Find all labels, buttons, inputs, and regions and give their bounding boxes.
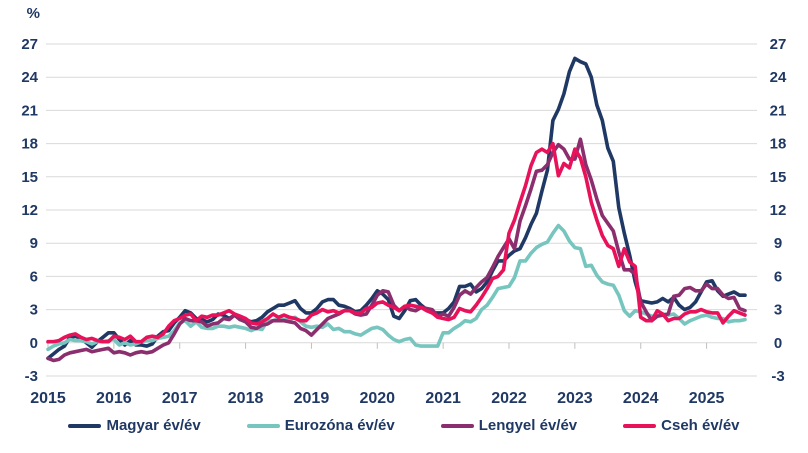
x-tick-label: 2024 — [623, 390, 659, 407]
legend-line-swatch-lengyel — [440, 423, 474, 428]
y-tick-label-right: 9 — [774, 235, 782, 252]
legend-item-eurozona: Eurozóna év/év — [246, 417, 395, 434]
y-tick-label-left: 27 — [21, 36, 38, 53]
x-tick-label: 2023 — [557, 390, 593, 407]
y-tick-label-right: 27 — [770, 36, 787, 53]
legend-line-swatch-eurozona — [246, 423, 280, 428]
y-tick-label-right: 15 — [770, 169, 787, 186]
legend-label-cseh: Cseh év/év — [661, 417, 740, 434]
legend-item-lengyel: Lengyel év/év — [440, 417, 578, 434]
y-axis-unit-label: % — [27, 5, 40, 22]
series-line — [46, 141, 747, 344]
x-tick-label: 2021 — [425, 390, 461, 407]
y-tick-label-right: 12 — [770, 202, 787, 219]
series-line — [46, 137, 747, 363]
y-tick-label-left: 6 — [30, 268, 38, 285]
y-tick-label-right: -3 — [771, 368, 784, 385]
x-tick-label: 2015 — [30, 390, 66, 407]
x-tick-label: 2022 — [491, 390, 527, 407]
series-line — [46, 223, 747, 352]
x-tick-label: 2016 — [96, 390, 132, 407]
y-tick-label-right: 21 — [770, 102, 787, 119]
legend-item-magyar: Magyar év/év — [68, 417, 201, 434]
x-tick-label: 2020 — [359, 390, 395, 407]
legend: Magyar év/év Eurozóna év/év Lengyel év/é… — [0, 417, 808, 434]
legend-item-cseh: Cseh év/év — [623, 417, 740, 434]
legend-line-swatch-cseh — [623, 423, 657, 428]
y-tick-label-left: 12 — [21, 202, 38, 219]
line-plot-svg: -3 -3 0 0 3 3 6 6 9 9 12 12 15 15 18 18 21 21 24 24 27 27 2015… — [21, 5, 787, 407]
y-tick-label-right: 18 — [770, 136, 787, 153]
y-tick-label-left: 15 — [21, 169, 38, 186]
y-tick-label-left: 18 — [21, 136, 38, 153]
legend-label-magyar: Magyar év/év — [106, 417, 201, 434]
y-tick-label-left: 0 — [30, 335, 38, 352]
y-tick-label-left: -3 — [25, 368, 38, 385]
legend-line-swatch-magyar — [68, 423, 102, 428]
y-tick-label-left: 3 — [30, 302, 38, 319]
x-tick-label: 2017 — [162, 390, 198, 407]
y-tick-label-left: 24 — [21, 69, 38, 86]
y-tick-label-left: 9 — [30, 235, 38, 252]
x-tick-label: 2019 — [294, 390, 330, 407]
y-tick-label-right: 0 — [774, 335, 782, 352]
legend-label-lengyel: Lengyel év/év — [478, 417, 578, 434]
y-tick-label-left: 21 — [21, 102, 38, 119]
x-tick-label: 2018 — [228, 390, 264, 407]
y-tick-label-right: 6 — [774, 268, 782, 285]
y-tick-label-right: 3 — [774, 302, 782, 319]
y-tick-label-right: 24 — [770, 69, 787, 86]
legend-label-eurozona: Eurozóna év/év — [284, 417, 395, 434]
x-tick-label: 2025 — [689, 390, 725, 407]
